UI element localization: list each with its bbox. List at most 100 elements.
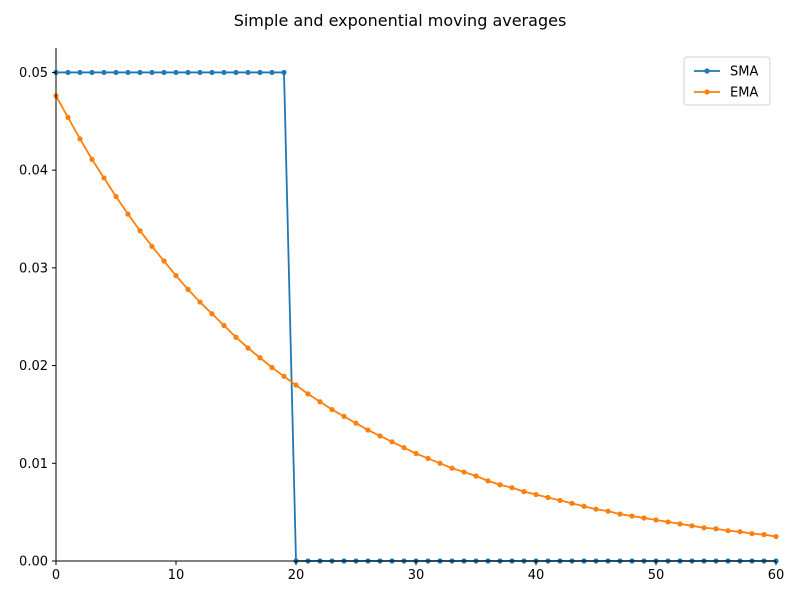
data-point-ema xyxy=(605,508,611,514)
data-point-ema xyxy=(149,243,155,249)
legend-label-sma: SMA xyxy=(730,65,758,80)
y-tick-label: 0.03 xyxy=(19,261,48,276)
y-tick-label: 0.04 xyxy=(19,164,48,179)
legend-marker-sma xyxy=(704,68,710,74)
data-point-ema xyxy=(485,478,491,484)
data-point-ema xyxy=(161,258,167,264)
series-line-sma xyxy=(56,71,776,562)
data-point-ema xyxy=(101,175,107,181)
x-tick-label: 30 xyxy=(408,568,425,583)
data-point-sma xyxy=(149,69,155,76)
x-tick-label: 20 xyxy=(288,568,305,583)
data-point-ema xyxy=(641,515,647,521)
data-point-ema xyxy=(773,533,779,540)
x-tick-label: 10 xyxy=(168,568,185,583)
data-point-ema xyxy=(365,427,371,433)
data-point-ema xyxy=(269,364,275,371)
data-point-ema xyxy=(497,482,503,488)
data-point-ema xyxy=(557,497,563,504)
data-point-sma xyxy=(245,69,251,76)
data-point-ema xyxy=(713,526,719,532)
data-point-ema xyxy=(701,525,707,531)
data-point-ema xyxy=(449,465,455,471)
x-tick-label: 50 xyxy=(648,568,665,583)
data-point-sma xyxy=(89,69,95,76)
data-point-ema xyxy=(197,299,203,305)
data-point-sma xyxy=(269,69,275,76)
data-point-ema xyxy=(377,433,383,439)
data-point-sma xyxy=(209,69,215,76)
data-point-ema xyxy=(173,273,179,279)
data-point-sma xyxy=(185,69,191,76)
data-point-ema xyxy=(749,531,755,537)
data-point-ema xyxy=(545,494,551,501)
data-point-ema xyxy=(629,513,635,519)
data-point-sma xyxy=(77,69,83,76)
chart-title: Simple and exponential moving averages xyxy=(234,11,567,30)
data-point-ema xyxy=(677,521,683,527)
data-point-ema xyxy=(665,519,671,525)
data-point-ema xyxy=(113,193,119,200)
data-point-ema xyxy=(737,529,743,535)
data-point-ema xyxy=(329,406,335,413)
data-point-ema xyxy=(521,489,527,495)
data-point-ema xyxy=(689,523,695,529)
data-point-ema xyxy=(137,228,143,234)
data-point-sma xyxy=(137,69,143,76)
data-point-ema xyxy=(653,517,659,523)
data-point-ema xyxy=(401,445,407,451)
data-point-ema xyxy=(389,439,395,445)
data-point-ema xyxy=(305,391,311,397)
data-point-ema xyxy=(509,485,515,491)
data-point-sma xyxy=(281,69,287,76)
data-point-ema xyxy=(185,286,191,292)
data-point-ema xyxy=(257,355,263,361)
data-point-ema xyxy=(761,532,767,538)
data-point-ema xyxy=(317,399,323,405)
data-point-ema xyxy=(245,345,251,351)
data-point-ema xyxy=(533,491,539,498)
data-point-ema xyxy=(209,311,215,317)
legend-label-ema: EMA xyxy=(730,86,758,101)
data-point-ema xyxy=(341,413,347,419)
data-point-ema xyxy=(65,114,71,120)
y-tick-label: 0.00 xyxy=(19,555,48,570)
data-point-sma xyxy=(113,69,119,76)
legend: SMA EMA xyxy=(683,56,771,106)
x-tick-label: 0 xyxy=(52,568,60,583)
data-point-ema xyxy=(293,382,299,388)
x-tick-label: 40 xyxy=(528,568,545,583)
data-point-ema xyxy=(473,473,479,479)
y-tick-label: 0.02 xyxy=(19,359,48,374)
data-point-sma xyxy=(161,69,167,76)
legend-marker-ema xyxy=(704,89,710,95)
data-point-ema xyxy=(281,373,287,379)
data-point-sma xyxy=(125,69,131,76)
plot-area: 0 10 20 30 40 50 60 0.00 0.01 0.02 0.03 0.04 0.05 xyxy=(19,48,784,583)
data-point-ema xyxy=(77,136,83,142)
data-point-ema xyxy=(593,506,599,512)
data-point-ema xyxy=(413,450,419,457)
data-point-ema xyxy=(125,211,131,217)
data-point-sma xyxy=(173,69,179,76)
data-point-sma xyxy=(197,69,203,76)
data-point-sma xyxy=(101,69,107,76)
x-tick-label: 60 xyxy=(768,568,785,583)
data-point-ema xyxy=(221,322,227,329)
data-point-sma xyxy=(233,69,239,76)
data-point-ema xyxy=(725,528,731,534)
y-tick-label: 0.05 xyxy=(19,66,48,81)
data-point-ema xyxy=(425,455,431,461)
data-point-sma xyxy=(257,69,263,76)
data-point-ema xyxy=(353,420,359,426)
data-point-ema xyxy=(233,334,239,340)
data-point-ema xyxy=(437,460,443,466)
data-point-ema xyxy=(461,469,467,475)
data-point-ema xyxy=(617,511,623,517)
data-point-ema xyxy=(569,500,575,506)
data-point-sma xyxy=(65,69,71,76)
data-point-ema xyxy=(581,503,587,509)
y-tick-label: 0.01 xyxy=(19,457,48,472)
series-line-ema xyxy=(55,95,777,538)
